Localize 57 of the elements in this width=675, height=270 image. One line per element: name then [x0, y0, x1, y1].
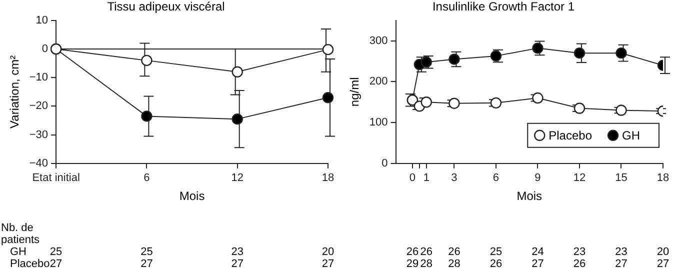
legend-label: Placebo	[548, 128, 592, 143]
y-axis-title: Variation, cm²	[8, 55, 22, 128]
x-tick-label: 15	[615, 172, 628, 184]
text: 23	[615, 246, 628, 258]
text: 20	[656, 246, 670, 258]
text: 20	[322, 246, 334, 258]
text: 28	[448, 258, 460, 270]
y-tick-label: 0	[42, 43, 48, 56]
y-tick-label: −40	[29, 157, 48, 170]
text: 23	[573, 246, 586, 258]
text: 24	[532, 246, 544, 258]
text: 25	[50, 246, 62, 258]
text: 29	[406, 258, 419, 270]
y-tick-label: 100	[369, 116, 388, 129]
y-tick-label: 0	[382, 157, 388, 170]
y-tick-label: −20	[29, 100, 48, 112]
text: GH	[10, 246, 27, 258]
text: 27	[322, 258, 334, 270]
text: 26	[406, 246, 419, 258]
chart-title: Insulinlike Growth Factor 1	[432, 0, 575, 14]
y-tick-label: 300	[369, 34, 388, 47]
text: Placebo	[10, 258, 50, 270]
text: 25	[140, 246, 153, 258]
x-tick-label: 12	[231, 172, 244, 184]
x-tick-label: 18	[656, 172, 670, 184]
x-tick-label: 18	[322, 172, 334, 184]
x-axis-title: Mois	[179, 189, 205, 204]
text: 26	[490, 258, 502, 270]
text: 26	[573, 258, 586, 270]
y-tick-label: 200	[369, 76, 388, 88]
x-axis-title: Mois	[516, 189, 542, 204]
x-tick-label: 12	[573, 172, 586, 184]
x-tick-label: 1	[423, 172, 430, 184]
text: 26	[420, 246, 432, 258]
text: 27	[140, 258, 153, 270]
y-tick-label: 10	[36, 14, 48, 26]
x-tick-label: 9	[534, 172, 541, 184]
text: 27	[532, 258, 544, 270]
chart-title: Tissu adipeux viscéral	[107, 0, 225, 14]
text: Nb. de patients	[1, 222, 40, 246]
text: 27	[50, 258, 62, 270]
text: 27	[231, 258, 244, 270]
x-tick-label: 0	[409, 172, 416, 184]
text: 26	[448, 246, 460, 258]
y-tick-label: −10	[29, 72, 48, 84]
x-tick-label: 6	[492, 172, 500, 184]
text: 25	[490, 246, 502, 258]
text: 27	[656, 258, 670, 270]
x-tick-label: 3	[451, 172, 458, 184]
text: 28	[420, 258, 432, 270]
text: 27	[615, 258, 628, 270]
text: 23	[231, 246, 244, 258]
x-tick-label: Etat initial	[32, 172, 80, 184]
x-tick-label: 6	[144, 172, 150, 184]
legend-label: GH	[622, 128, 640, 143]
y-axis-title: ng/ml	[348, 77, 362, 107]
y-tick-label: −30	[29, 128, 48, 141]
